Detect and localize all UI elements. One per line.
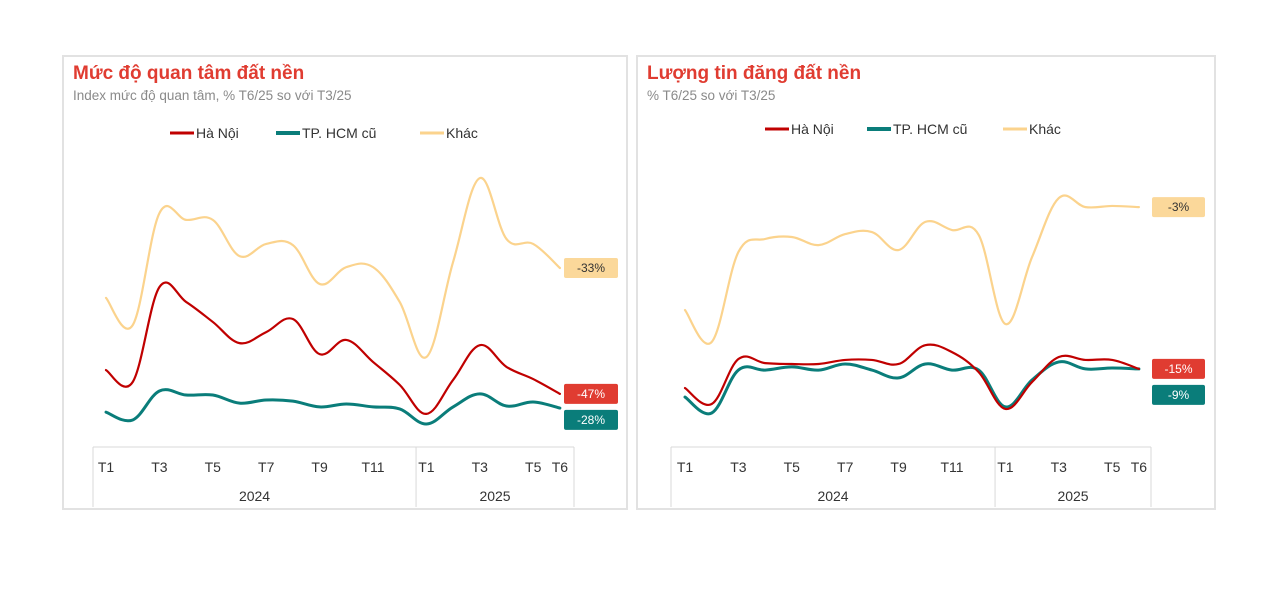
line-chart: Hà Nội TP. HCM cũ Khác -15% -9% -3% T1 T3 T5 T7 T9… (670, 121, 1205, 507)
chart-subtitle: % T6/25 so với T3/25 (647, 88, 776, 103)
x-tick-label: T1 (418, 459, 435, 475)
legend-item: Khác (420, 125, 478, 141)
end-value-badge: -47% (564, 383, 618, 404)
badge-label: -15% (1164, 362, 1192, 376)
x-tick-label: T11 (940, 459, 963, 475)
legend-item: Hà Nội (170, 125, 239, 141)
x-tick-label: T1 (997, 459, 1014, 475)
end-value-badge: -28% (564, 409, 618, 430)
badge-bg (1152, 384, 1205, 405)
x-tick-label: T3 (730, 459, 747, 475)
x-tick-label: T9 (311, 459, 328, 475)
chart-panel-listings: Lượng tin đăng đất nền % T6/25 so với T3… (636, 55, 1216, 510)
badge-label: -3% (1168, 200, 1190, 214)
series-line-tphcmc (683, 360, 1141, 416)
badge-label: -33% (577, 261, 605, 275)
series-line-hni (683, 343, 1140, 411)
x-year-label: 2025 (1057, 488, 1088, 504)
legend-label: TP. HCM cũ (893, 121, 967, 137)
series-line-tphcmc (104, 388, 562, 426)
x-year-label: 2025 (479, 488, 510, 504)
end-value-badge: -15% (1152, 358, 1205, 379)
legend-item: TP. HCM cũ (276, 125, 376, 141)
end-value-badge: -9% (1152, 384, 1205, 405)
badge-bg (1152, 358, 1205, 379)
x-year-label: 2024 (239, 488, 270, 504)
line-chart: Hà Nội TP. HCM cũ Khác -47% -28% -33% T1 T3 T5 T7… (92, 125, 618, 507)
badge-label: -28% (577, 413, 605, 427)
end-value-badge: -3% (1152, 197, 1205, 218)
series-line-hni (104, 281, 561, 415)
x-tick-label: T3 (1051, 459, 1068, 475)
x-tick-label: T1 (98, 459, 115, 475)
badge-bg (564, 383, 618, 404)
chart-title: Mức độ quan tâm đất nền (73, 63, 305, 84)
series-line-khc (104, 177, 561, 359)
legend-item: TP. HCM cũ (867, 121, 967, 137)
x-tick-label: T9 (890, 459, 907, 475)
legend-label: Khác (446, 125, 478, 141)
x-tick-label: T3 (151, 459, 168, 475)
chart-subtitle: Index mức độ quan tâm, % T6/25 so với T3… (73, 88, 352, 103)
chart-panel-interest: Mức độ quan tâm đất nền Index mức độ qua… (62, 55, 628, 510)
x-tick-label: T6 (552, 459, 569, 475)
badge-bg (564, 409, 618, 430)
x-tick-label: T3 (472, 459, 489, 475)
x-tick-label: T11 (361, 459, 384, 475)
end-value-badge: -33% (564, 258, 618, 278)
x-year-label: 2024 (817, 488, 848, 504)
badge-bg (1152, 197, 1205, 218)
legend-item: Khác (1003, 121, 1061, 137)
legend-label: Hà Nội (791, 121, 834, 137)
badge-label: -9% (1168, 388, 1190, 402)
x-tick-label: T5 (1104, 459, 1121, 475)
badge-label: -47% (577, 387, 605, 401)
x-tick-label: T1 (677, 459, 694, 475)
x-tick-label: T7 (837, 459, 854, 475)
x-tick-label: T6 (1131, 459, 1148, 475)
x-tick-label: T5 (205, 459, 222, 475)
legend-item: Hà Nội (765, 121, 834, 137)
badge-bg (564, 258, 618, 278)
chart-title: Lượng tin đăng đất nền (647, 63, 862, 84)
x-tick-label: T7 (258, 459, 275, 475)
x-tick-label: T5 (525, 459, 542, 475)
legend-label: Hà Nội (196, 125, 239, 141)
x-tick-label: T5 (784, 459, 801, 475)
legend-label: TP. HCM cũ (302, 125, 376, 141)
series-line-khc (683, 194, 1140, 345)
legend-label: Khác (1029, 121, 1061, 137)
